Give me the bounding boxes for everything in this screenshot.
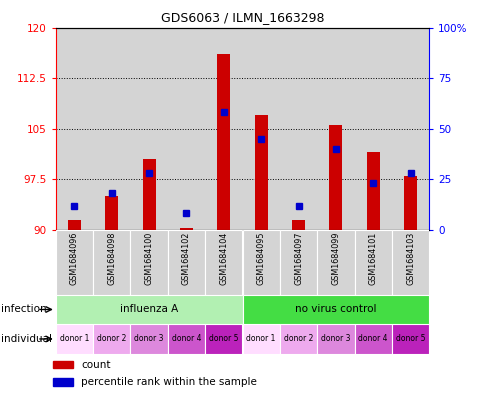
Text: donor 4: donor 4 xyxy=(171,334,201,343)
Bar xyxy=(279,324,317,354)
Bar xyxy=(56,28,93,230)
Bar xyxy=(391,230,428,295)
Bar xyxy=(242,28,279,230)
Bar xyxy=(205,28,242,230)
Text: no virus control: no virus control xyxy=(294,305,376,314)
Bar xyxy=(130,324,167,354)
Text: GSM1684096: GSM1684096 xyxy=(70,232,79,285)
Bar xyxy=(279,28,317,230)
Bar xyxy=(130,28,167,230)
Text: GSM1684103: GSM1684103 xyxy=(405,232,414,285)
Text: infection: infection xyxy=(1,304,46,314)
Text: donor 2: donor 2 xyxy=(97,334,126,343)
Bar xyxy=(317,324,354,354)
Bar xyxy=(167,28,205,230)
Bar xyxy=(366,152,379,230)
Text: donor 1: donor 1 xyxy=(60,334,89,343)
Bar xyxy=(205,230,242,295)
Text: donor 4: donor 4 xyxy=(358,334,387,343)
Bar xyxy=(105,196,118,230)
Text: GSM1684101: GSM1684101 xyxy=(368,232,377,285)
Bar xyxy=(205,324,242,354)
Bar xyxy=(279,230,317,295)
Bar xyxy=(56,295,242,324)
Text: donor 1: donor 1 xyxy=(246,334,275,343)
Bar xyxy=(53,378,73,386)
Text: GSM1684104: GSM1684104 xyxy=(219,232,228,285)
Bar xyxy=(93,28,130,230)
Text: donor 3: donor 3 xyxy=(134,334,164,343)
Bar xyxy=(56,324,93,354)
Bar xyxy=(142,159,155,230)
Bar xyxy=(56,230,93,295)
Text: GSM1684102: GSM1684102 xyxy=(182,232,191,285)
Bar xyxy=(242,295,428,324)
Text: donor 3: donor 3 xyxy=(320,334,350,343)
Text: percentile rank within the sample: percentile rank within the sample xyxy=(81,377,257,387)
Bar xyxy=(354,28,391,230)
Bar xyxy=(93,324,130,354)
Text: GSM1684100: GSM1684100 xyxy=(144,232,153,285)
Text: count: count xyxy=(81,360,111,370)
Bar xyxy=(317,28,354,230)
Text: GSM1684095: GSM1684095 xyxy=(256,232,265,285)
Bar xyxy=(130,230,167,295)
Bar xyxy=(217,55,230,230)
Bar xyxy=(354,230,391,295)
Bar xyxy=(167,230,205,295)
Bar xyxy=(180,228,193,230)
Text: GSM1684098: GSM1684098 xyxy=(107,232,116,285)
Bar xyxy=(242,230,279,295)
Bar xyxy=(254,115,267,230)
Bar xyxy=(403,176,416,230)
Title: GDS6063 / ILMN_1663298: GDS6063 / ILMN_1663298 xyxy=(160,11,324,24)
Text: donor 2: donor 2 xyxy=(283,334,313,343)
Bar xyxy=(167,324,205,354)
Bar xyxy=(291,220,304,230)
Bar xyxy=(242,324,279,354)
Bar xyxy=(391,28,428,230)
Text: donor 5: donor 5 xyxy=(395,334,424,343)
Bar xyxy=(68,220,81,230)
Text: influenza A: influenza A xyxy=(120,305,178,314)
Bar xyxy=(329,125,342,230)
Text: GSM1684097: GSM1684097 xyxy=(293,232,302,285)
Text: individual: individual xyxy=(1,334,52,344)
Text: donor 5: donor 5 xyxy=(209,334,238,343)
Bar xyxy=(93,230,130,295)
Bar xyxy=(53,361,73,368)
Text: GSM1684099: GSM1684099 xyxy=(331,232,340,285)
Bar xyxy=(391,324,428,354)
Bar xyxy=(354,324,391,354)
Bar xyxy=(317,230,354,295)
